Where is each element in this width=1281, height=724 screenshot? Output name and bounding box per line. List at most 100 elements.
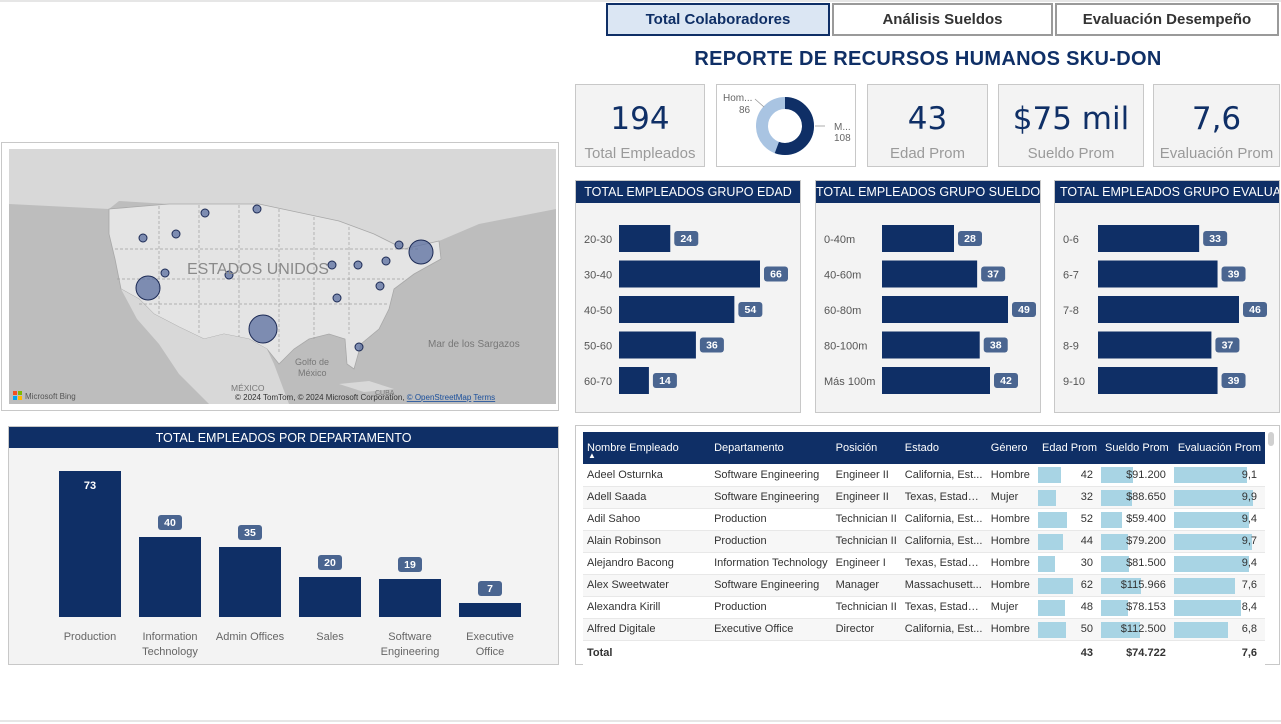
cell-genero: Hombre — [986, 508, 1039, 531]
table-row[interactable]: Adell Saada Software Engineering Engineer … — [583, 486, 1265, 509]
map-canvas[interactable]: ESTADOS UNIDOS Golfo de México Mar de los… — [9, 149, 556, 404]
kpi-total-empleados[interactable]: 194 Total Empleados — [575, 84, 705, 167]
total-empty-cell — [710, 639, 832, 666]
map-bubble[interactable] — [327, 260, 337, 270]
employee-table[interactable]: Nombre Empleado ▲ Departamento Posición E… — [575, 425, 1280, 666]
gender-donut-card[interactable]: Hom... 86 M... 108 — [716, 84, 856, 167]
column-header-evaluacion[interactable]: Evaluación Prom — [1173, 432, 1265, 464]
bar[interactable] — [1098, 331, 1212, 359]
cell-nombre: Alain Robinson — [583, 530, 711, 553]
panel-grupo-evaluacion[interactable]: TOTAL EMPLEADOS GRUPO EVALUACI... 0-6 33 6… — [1054, 180, 1280, 413]
column-header-genero[interactable]: Género — [986, 432, 1039, 464]
bar-value-label: 14 — [659, 375, 671, 387]
bar[interactable] — [619, 225, 671, 252]
table-row[interactable]: Alejandro Bacong Information Technology En… — [583, 552, 1265, 575]
map-bubble[interactable] — [354, 342, 364, 352]
map-bubble[interactable] — [353, 260, 363, 270]
column-header-posicion[interactable]: Posición — [831, 432, 901, 464]
table-row[interactable]: Adil Sahoo Production Technician II Califor… — [583, 508, 1265, 531]
column-header-nombre[interactable]: Nombre Empleado ▲ — [583, 432, 711, 464]
map-bubble[interactable] — [138, 233, 148, 243]
kpi-value: 194 — [610, 101, 670, 137]
table-row[interactable]: Alex Sweetwater Software Engineering Manag… — [583, 574, 1265, 597]
map-bubble[interactable] — [248, 314, 278, 344]
bar[interactable] — [882, 296, 1008, 323]
table-row[interactable]: Adeel Osturnka Software Engineering Engine… — [583, 464, 1265, 487]
map-bubble[interactable] — [381, 256, 391, 266]
bar[interactable] — [379, 579, 441, 617]
bar-value-label: 33 — [1209, 233, 1221, 245]
bar-category-label: Software — [388, 631, 431, 643]
bar[interactable] — [459, 603, 521, 617]
cell-estado: Texas, Estados... — [900, 552, 987, 575]
map-bubble[interactable] — [252, 204, 262, 214]
bar[interactable] — [882, 331, 980, 359]
bar[interactable] — [882, 260, 978, 288]
cell-posicion: Director — [831, 618, 901, 641]
cell-posicion: Technician II — [831, 508, 901, 531]
bar[interactable] — [882, 367, 990, 394]
cell-estado: California, Est... — [900, 530, 987, 553]
kpi-sueldo-prom[interactable]: $75 mil Sueldo Prom — [998, 84, 1144, 167]
table-row[interactable]: Alexandra Kirill Production Technician II T… — [583, 596, 1265, 619]
map-bubble[interactable] — [200, 208, 210, 218]
kpi-evaluacion-prom[interactable]: 7,6 Evaluación Prom — [1153, 84, 1280, 167]
cell-genero: Hombre — [986, 574, 1039, 597]
tab-analisis-sueldos[interactable]: Análisis Sueldos — [832, 3, 1053, 36]
map-bubble[interactable] — [171, 229, 181, 239]
bar[interactable] — [619, 260, 760, 288]
tab-total-colaboradores[interactable]: Total Colaboradores — [606, 3, 830, 36]
kpi-edad-prom[interactable]: 43 Edad Prom — [867, 84, 988, 167]
column-header-estado[interactable]: Estado — [900, 432, 987, 464]
cell-genero: Hombre — [986, 464, 1039, 487]
bar[interactable] — [219, 547, 281, 617]
bar[interactable] — [139, 537, 201, 617]
bar[interactable] — [59, 471, 121, 617]
bar[interactable] — [299, 577, 361, 617]
cell-posicion: Engineer I — [831, 552, 901, 575]
cell-evaluacion: 9,4 — [1173, 552, 1265, 575]
cell-genero: Mujer — [986, 596, 1039, 619]
bar[interactable] — [882, 225, 954, 252]
table-scrollbar[interactable] — [1268, 432, 1274, 446]
column-header-departamento[interactable]: Departamento — [710, 432, 832, 464]
bar-value-label: 37 — [987, 269, 999, 281]
bar-value-badge — [764, 266, 788, 282]
panel-grupo-edad[interactable]: TOTAL EMPLEADOS GRUPO EDAD 20-30 24 30-40 6… — [575, 180, 801, 413]
table-total-row: Total 43 $74.722 7,6 — [583, 639, 1265, 666]
employee-map[interactable]: ESTADOS UNIDOS Golfo de México Mar de los… — [1, 142, 559, 411]
column-header-edad[interactable]: Edad Prom — [1038, 432, 1102, 464]
bar-category-label: 40-50 — [584, 305, 612, 317]
map-bubble[interactable] — [160, 268, 170, 278]
bar-value-badge — [981, 266, 1006, 282]
panel-grupo-sueldo[interactable]: TOTAL EMPLEADOS GRUPO SUELDO 0-40m 28 40-6… — [815, 180, 1041, 413]
bar-value-badge — [318, 555, 342, 570]
bar[interactable] — [619, 331, 696, 359]
bar[interactable] — [1098, 296, 1239, 323]
bar[interactable] — [619, 367, 649, 394]
sort-ascending-icon[interactable]: ▲ — [588, 451, 596, 460]
panel-title: TOTAL EMPLEADOS GRUPO EDAD — [576, 181, 800, 203]
cell-sueldo: $91.200 — [1101, 464, 1174, 487]
map-bubble[interactable] — [224, 270, 234, 280]
cell-evaluacion: 6,8 — [1173, 618, 1265, 641]
bar[interactable] — [619, 296, 735, 323]
cell-departamento: Software Engineering — [710, 486, 832, 509]
column-header-sueldo[interactable]: Sueldo Prom — [1101, 432, 1174, 464]
table-row[interactable]: Alain Robinson Production Technician II Cal… — [583, 530, 1265, 553]
bar[interactable] — [1098, 225, 1200, 252]
bar[interactable] — [1098, 260, 1218, 288]
panel-departamento[interactable]: TOTAL EMPLEADOS POR DEPARTAMENTO 73 Produ… — [8, 426, 559, 665]
donut-slice-hombre[interactable] — [756, 97, 814, 155]
map-bubble[interactable] — [332, 293, 342, 303]
table-row[interactable]: Alfred Digitale Executive Office Director C… — [583, 618, 1265, 641]
map-bubble[interactable] — [394, 240, 404, 250]
map-land-canada — [9, 149, 556, 249]
bar-value-label: 37 — [1222, 340, 1234, 352]
map-bubble[interactable] — [375, 281, 385, 291]
data-bar — [1038, 489, 1056, 506]
map-bubble[interactable] — [408, 239, 434, 265]
tab-evaluacion-desempeno[interactable]: Evaluación Desempeño — [1055, 3, 1279, 36]
bar[interactable] — [1098, 367, 1218, 394]
map-bubble[interactable] — [135, 275, 161, 301]
